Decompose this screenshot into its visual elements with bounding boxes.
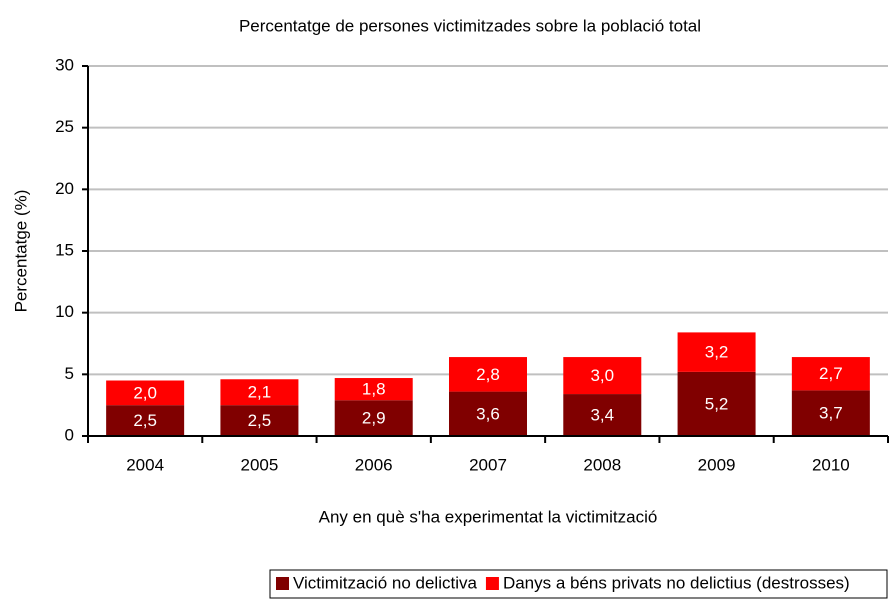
data-label: 2,5 bbox=[248, 411, 272, 430]
legend-swatch bbox=[276, 577, 289, 590]
bar-segment bbox=[791, 390, 870, 436]
bar-segment bbox=[791, 357, 870, 391]
bar-segment bbox=[449, 357, 527, 392]
data-label: 3,2 bbox=[705, 343, 729, 362]
bar-segment bbox=[106, 405, 185, 436]
data-label: 2,8 bbox=[476, 365, 500, 384]
data-label: 3,6 bbox=[476, 404, 500, 423]
y-axis-label: Percentatge (%) bbox=[11, 190, 30, 313]
data-label: 3,7 bbox=[819, 404, 843, 423]
x-tick-label: 2006 bbox=[355, 455, 393, 474]
legend-label: Danys a béns privats no delictius (destr… bbox=[503, 573, 850, 592]
x-tick-label: 2009 bbox=[698, 455, 736, 474]
legend-swatch bbox=[485, 577, 499, 590]
data-label: 5,2 bbox=[705, 394, 729, 413]
bar-segment bbox=[677, 332, 756, 372]
bar-segment bbox=[334, 400, 413, 436]
bar-segment bbox=[220, 405, 299, 436]
bar-segment bbox=[677, 371, 756, 436]
data-label: 2,7 bbox=[819, 364, 843, 383]
data-label: 2,0 bbox=[133, 383, 157, 402]
data-label: 3,4 bbox=[590, 406, 614, 425]
bar-segment bbox=[334, 378, 413, 401]
x-tick-label: 2004 bbox=[126, 455, 164, 474]
x-tick-label: 2007 bbox=[469, 455, 507, 474]
data-label: 2,9 bbox=[362, 409, 386, 428]
data-label: 3,0 bbox=[590, 366, 614, 385]
y-tick-label: 15 bbox=[55, 240, 74, 259]
y-tick-label: 10 bbox=[55, 302, 74, 321]
x-tick-label: 2010 bbox=[812, 455, 850, 474]
data-label: 1,8 bbox=[362, 380, 386, 399]
y-tick-label: 5 bbox=[65, 364, 74, 383]
bar-segment bbox=[449, 391, 527, 436]
bar-segment bbox=[220, 379, 299, 406]
legend-box bbox=[269, 569, 888, 599]
bar-segment bbox=[563, 357, 642, 395]
y-tick-label: 25 bbox=[55, 117, 74, 136]
x-axis-label: Any en què s'ha experimentat la victimit… bbox=[319, 507, 658, 526]
y-tick-label: 20 bbox=[55, 179, 74, 198]
y-tick-label: 30 bbox=[55, 55, 74, 74]
x-tick-label: 2005 bbox=[241, 455, 279, 474]
chart-title: Percentatge de persones victimitzades so… bbox=[239, 16, 701, 35]
x-tick-label: 2008 bbox=[583, 455, 621, 474]
legend-label: Victimització no delictiva bbox=[293, 573, 477, 592]
bar-segment bbox=[106, 380, 185, 406]
data-label: 2,5 bbox=[133, 411, 157, 430]
data-label: 2,1 bbox=[248, 383, 272, 402]
y-tick-label: 0 bbox=[65, 425, 74, 444]
bar-segment bbox=[563, 394, 642, 436]
